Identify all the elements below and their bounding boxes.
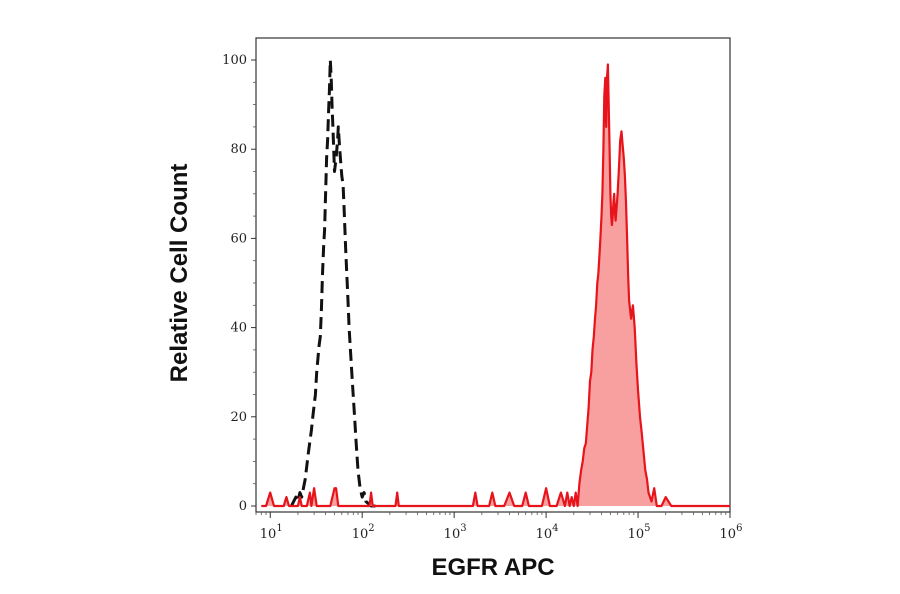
x-axis-ticks: 101 102 103 104 105 106 [255,512,743,542]
x-tick-base: 10 [444,527,461,542]
y-tick-label: 0 [239,499,247,514]
x-tick-label: 102 [352,523,375,542]
x-tick-base: 10 [628,527,645,542]
y-tick-label: 40 [230,321,247,336]
y-axis-title: Relative Cell Count [166,164,193,383]
y-tick-label: 100 [222,53,247,68]
x-tick-label: 104 [536,523,559,542]
series-1-area [261,64,730,506]
y-tick-label: 60 [230,231,247,246]
x-tick-label: 103 [444,523,467,542]
x-tick-label: 106 [720,523,743,542]
y-tick-label: 80 [230,142,247,157]
x-tick-base: 10 [260,527,277,542]
x-tick-exponent: 6 [736,523,742,534]
x-axis-title: EGFR APC [431,554,554,581]
x-tick-exponent: 2 [368,523,374,534]
y-axis-ticks: 0 20 40 60 80 100 [222,53,256,514]
x-tick-base: 10 [352,527,369,542]
series-1-line [261,63,730,508]
series-0-line [290,58,379,508]
x-tick-base: 10 [536,527,553,542]
x-tick-label: 105 [628,523,651,542]
y-tick-label: 20 [230,410,247,425]
x-tick-base: 10 [720,527,737,542]
x-tick-exponent: 1 [276,523,282,534]
x-tick-exponent: 4 [552,523,558,534]
x-tick-label: 101 [260,523,283,542]
plot-frame [255,37,731,513]
series-layer [261,58,730,508]
x-tick-exponent: 3 [460,523,466,534]
x-tick-exponent: 5 [644,523,650,534]
